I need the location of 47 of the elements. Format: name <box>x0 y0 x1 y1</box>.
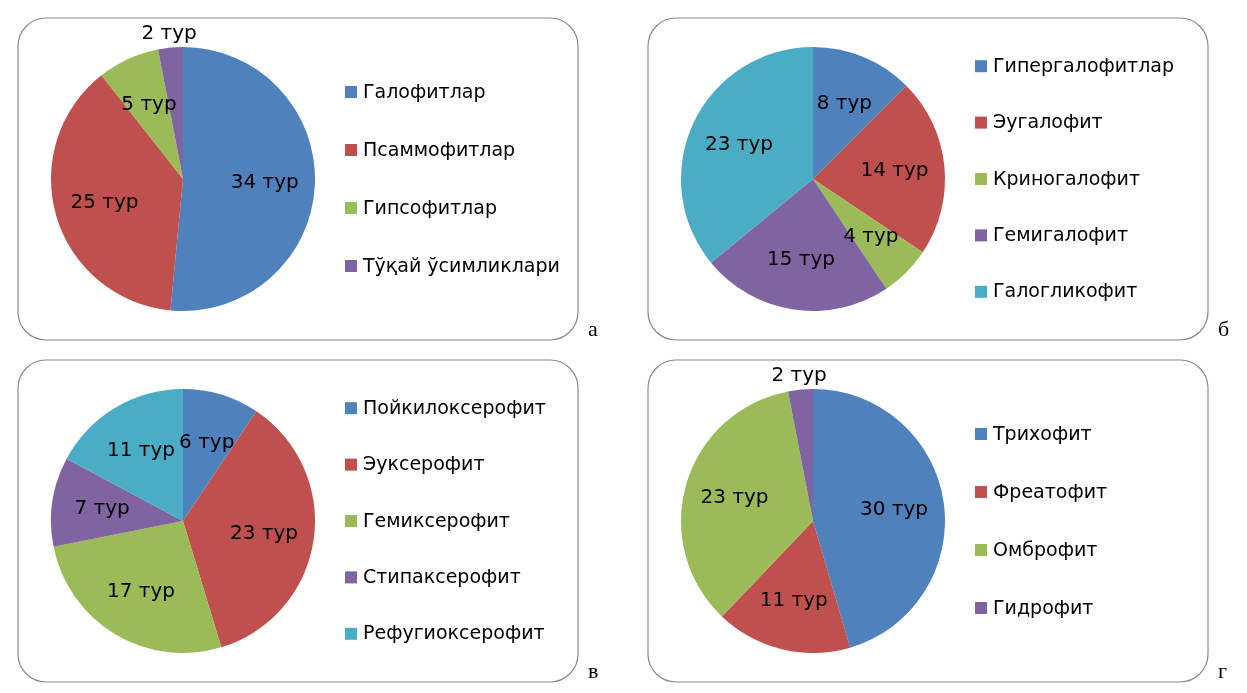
legend-label: Гемиксерофит <box>363 508 510 531</box>
legend-label: Трихофит <box>992 421 1092 444</box>
data-label: 34 тур <box>230 169 299 194</box>
legend-label: Галогликофит <box>993 279 1138 302</box>
data-label: 11 тур <box>106 437 175 462</box>
data-label: 23 тур <box>700 484 769 509</box>
text: г <box>1218 658 1228 683</box>
data-label: 8 тур <box>816 89 872 114</box>
legend-label: Гипергалофитлар <box>993 53 1175 76</box>
legend-label: Гемигалофит <box>993 222 1129 245</box>
legend-label: Тўқай ўсимликлари <box>362 253 560 276</box>
legend-label: Эугалофит <box>993 110 1103 133</box>
legend-label: Криногалофит <box>993 166 1140 189</box>
legend-label: Фреатофит <box>993 479 1108 502</box>
pie-slice <box>101 49 183 179</box>
data-label: 14 тур <box>860 157 929 182</box>
data-label: 6 тур <box>179 429 235 454</box>
data-label: 2 тур <box>141 20 197 45</box>
data-label: 23 тур <box>705 130 774 155</box>
pie-slice <box>51 75 183 311</box>
data-label: 2 тур <box>771 362 827 387</box>
data-label: 4 тур <box>843 223 899 248</box>
pie-slice <box>788 389 813 521</box>
data-label: 25 тур <box>70 188 139 213</box>
legend-label: Рефугиоксерофит <box>363 621 545 644</box>
data-label: 7 тур <box>74 495 130 520</box>
data-label: 5 тур <box>121 91 177 116</box>
data-label: 30 тур <box>860 495 929 520</box>
pie-slice <box>813 85 945 253</box>
data-label: 15 тур <box>766 246 835 271</box>
text: в <box>588 658 599 683</box>
data-label: 17 тур <box>106 577 175 602</box>
data-label: 11 тур <box>759 587 828 612</box>
legend-label: Эуксерофит <box>363 452 485 475</box>
legend-label: Омброфит <box>993 537 1098 560</box>
pie-slice <box>53 521 222 653</box>
pie-slice <box>51 458 183 547</box>
text: а <box>588 316 598 341</box>
legend-label: Гипсофитлар <box>363 195 497 218</box>
legend-label: Псаммофитлар <box>363 137 516 160</box>
text: б <box>1218 316 1230 341</box>
legend-label: Гидрофит <box>993 595 1094 618</box>
legend-label: Галофитлар <box>363 79 486 102</box>
legend-label: Стипаксерофит <box>363 564 521 587</box>
pie-slice <box>721 521 851 653</box>
data-label: 23 тур <box>229 519 298 544</box>
legend-label: Пойкилоксерофит <box>363 395 546 418</box>
